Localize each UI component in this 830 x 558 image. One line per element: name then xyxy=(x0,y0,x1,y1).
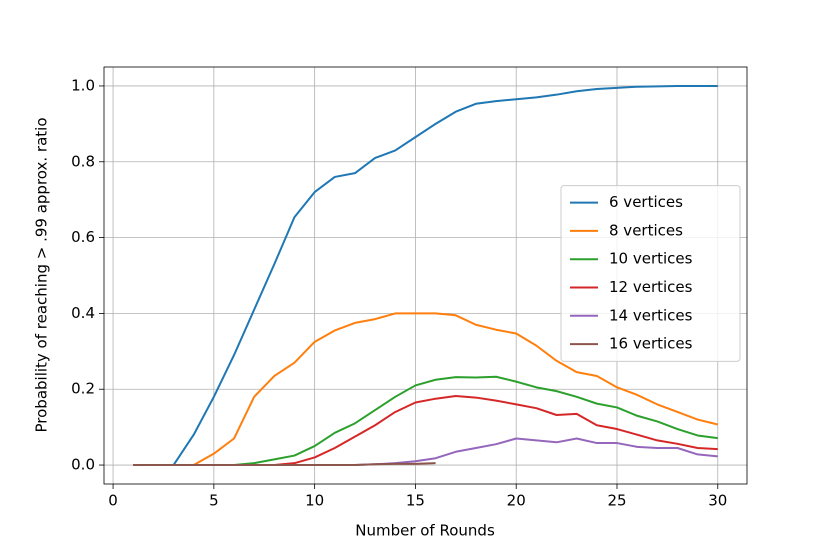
x-tick-label: 5 xyxy=(209,492,219,510)
y-tick-label: 0.4 xyxy=(71,304,95,322)
legend-label: 16 vertices xyxy=(609,335,693,353)
series-line xyxy=(133,84,718,467)
legend: 6 vertices 8 vertices 10 vertices 12 vertic… xyxy=(560,185,741,362)
legend-label: 14 vertices xyxy=(609,306,693,324)
y-axis-label: Probability of reaching > .99 approx. ra… xyxy=(33,117,51,432)
legend-label: 12 vertices xyxy=(609,278,693,296)
plot-frame xyxy=(103,66,748,485)
y-tick-label: 0.8 xyxy=(71,152,95,170)
y-tick-label: 0.0 xyxy=(71,456,95,474)
x-tick-label: 15 xyxy=(406,492,425,510)
series-line xyxy=(133,462,436,467)
legend-label: 6 vertices xyxy=(609,193,683,211)
x-tick-label: 0 xyxy=(108,492,118,510)
y-tick-label: 0.6 xyxy=(71,228,95,246)
series-line xyxy=(133,437,718,467)
x-axis-label: Number of Rounds xyxy=(355,522,495,540)
x-tick-label: 10 xyxy=(305,492,324,510)
x-tick-label: 30 xyxy=(708,492,727,510)
legend-box xyxy=(560,185,741,362)
x-tick-label: 20 xyxy=(507,492,526,510)
series-line xyxy=(133,312,719,467)
legend-label: 8 vertices xyxy=(609,221,683,239)
y-tick-label: 0.2 xyxy=(71,380,95,398)
series-line xyxy=(133,375,718,467)
series-line xyxy=(133,395,718,467)
y-tick-label: 1.0 xyxy=(71,76,95,94)
x-tick-label: 25 xyxy=(607,492,626,510)
legend-label: 10 vertices xyxy=(609,250,693,268)
